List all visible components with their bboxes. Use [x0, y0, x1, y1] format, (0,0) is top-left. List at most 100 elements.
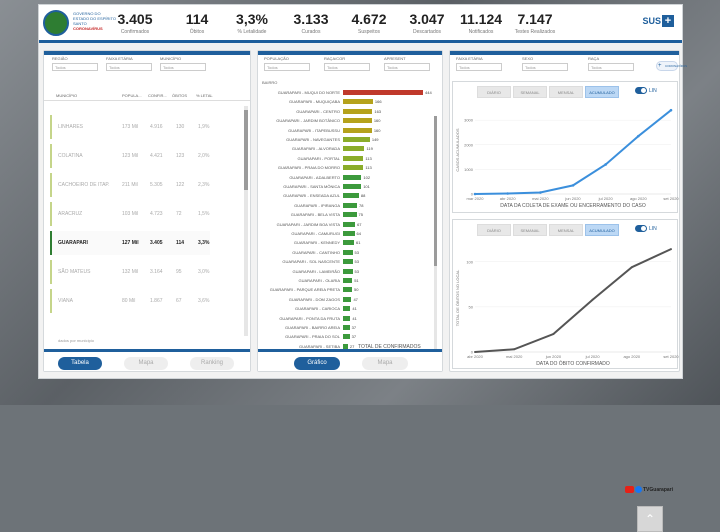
data-point[interactable]: [539, 191, 542, 194]
filter-dropdown[interactable]: Todos: [264, 63, 310, 71]
tab-diário[interactable]: DIÁRIO: [477, 86, 511, 98]
bar[interactable]: [343, 174, 362, 180]
table-row[interactable]: VIANA 80 Mil 1.867 67 3,6%: [50, 289, 210, 313]
bar[interactable]: [343, 296, 352, 302]
data-point[interactable]: [473, 192, 477, 196]
coronavirus-button[interactable]: + CORONAVÍRUS: [656, 61, 687, 71]
chart-scrollbar[interactable]: [434, 116, 437, 356]
bar[interactable]: [343, 202, 358, 208]
data-point[interactable]: [513, 348, 516, 351]
mapa-button[interactable]: Mapa: [362, 357, 408, 370]
bar-label: GUARAPARI - BELA VISTA: [290, 212, 340, 218]
bar[interactable]: [343, 165, 364, 171]
bar[interactable]: [343, 118, 372, 124]
bar[interactable]: [343, 212, 357, 218]
bar-label: GUARAPARI - BAIRRO AREIA: [284, 325, 340, 330]
table-header: MUNICÍPIO POPULA... CONFIR... ÓBITOS % LETAL: [44, 89, 250, 101]
deaths-chart: DIÁRIO SEMANAL MENSAL ACUMULADO LIN 0 50 100 a…: [452, 219, 679, 532]
table-row[interactable]: COLATINA 123 Mil 4.421 123 2,0%: [50, 144, 210, 168]
data-point[interactable]: [591, 298, 594, 301]
bar[interactable]: [343, 193, 359, 199]
bar[interactable]: [343, 146, 365, 152]
tv-badge: TVGuarapari: [624, 486, 673, 493]
x-tick-label: set 2020: [663, 354, 679, 359]
lin-toggle[interactable]: [635, 225, 647, 232]
lin-label: LIN: [649, 88, 657, 94]
data-point[interactable]: [604, 163, 607, 166]
bar[interactable]: [343, 287, 352, 293]
bar[interactable]: [343, 315, 351, 321]
bar[interactable]: [343, 249, 353, 255]
bar[interactable]: [343, 325, 350, 330]
filter-dropdown[interactable]: Todos: [106, 63, 152, 71]
tab-acumulado[interactable]: ACUMULADO: [585, 224, 619, 236]
data-point[interactable]: [669, 108, 673, 112]
filter-value: Todos: [591, 65, 602, 70]
ranking-button[interactable]: Ranking: [190, 357, 234, 370]
filter-dropdown[interactable]: Todos: [588, 63, 634, 71]
data-point[interactable]: [637, 134, 640, 138]
bar[interactable]: [343, 184, 362, 189]
bar[interactable]: [343, 343, 348, 349]
tab-mensal[interactable]: MENSAL: [549, 224, 583, 236]
table-cell: 130: [176, 124, 185, 130]
bar[interactable]: [343, 90, 423, 95]
table-row[interactable]: GUARAPARI 127 Mil 3.405 114 3,3%: [50, 231, 210, 255]
table-row[interactable]: ARACRUZ 103 Mil 4.723 72 1,5%: [50, 202, 210, 226]
bar[interactable]: [343, 306, 351, 312]
bar-label: GUARAPARI - ITAPEBUSSU: [288, 127, 340, 133]
lin-toggle[interactable]: [635, 87, 647, 94]
data-point[interactable]: [506, 192, 509, 195]
bar[interactable]: [343, 221, 356, 227]
bar[interactable]: [343, 127, 372, 133]
tab-diário[interactable]: DIÁRIO: [477, 224, 511, 236]
tab-mensal[interactable]: MENSAL: [549, 86, 583, 98]
table-cell: 127 Mil: [122, 240, 139, 246]
scroll-top-button[interactable]: ⌃: [637, 506, 663, 532]
bar[interactable]: [343, 99, 373, 105]
table-scrollbar[interactable]: [244, 106, 248, 336]
data-point[interactable]: [630, 266, 633, 269]
filter-dropdown[interactable]: Todos: [384, 63, 430, 71]
bar[interactable]: [343, 137, 370, 142]
bar-label: GUARAPARI - CAMURUGI: [291, 231, 340, 236]
filter-dropdown[interactable]: Todos: [324, 63, 370, 71]
bar-value-label: 51: [354, 278, 359, 283]
filter: APRESENT Todos: [384, 56, 430, 71]
bar-value-label: 47: [353, 296, 358, 302]
filter: MUNICÍPIO Todos: [160, 56, 206, 71]
table-row[interactable]: CACHOEIRO DE ITAP. 211 Mil 5.305 122 2,3%: [50, 173, 210, 197]
data-point[interactable]: [552, 332, 555, 335]
bar[interactable]: [343, 240, 354, 246]
table-row[interactable]: LINHARES 173 Mil 4.916 130 1,9%: [50, 115, 210, 139]
series-line: [474, 109, 672, 195]
tabela-button[interactable]: Tabela: [58, 357, 102, 370]
stat-label: Óbitos: [189, 29, 205, 35]
tab-acumulado[interactable]: ACUMULADO: [585, 86, 619, 98]
filter-dropdown[interactable]: Todos: [522, 63, 568, 71]
data-point[interactable]: [670, 248, 672, 251]
timeline-panel: FAIXA ETÁRIA Todos SEXO Todos RAÇA Todos + COR…: [449, 50, 687, 532]
grafico-button[interactable]: Gráfico: [294, 357, 340, 370]
filter-dropdown[interactable]: Todos: [456, 63, 502, 71]
data-point[interactable]: [474, 351, 476, 353]
bar[interactable]: [343, 268, 353, 274]
bar[interactable]: [343, 259, 353, 265]
mapa-button[interactable]: Mapa: [124, 357, 168, 370]
table-cell: 4.421: [150, 153, 163, 159]
stat-card: 11.124 Notificados: [453, 11, 509, 35]
bar-value-label: 41: [352, 306, 357, 312]
data-point[interactable]: [571, 184, 575, 187]
table-row[interactable]: SÃO MATEUS 132 Mil 3.164 95 3,0%: [50, 260, 210, 284]
tab-semanal[interactable]: SEMANAL: [513, 86, 547, 98]
bar[interactable]: [343, 334, 350, 340]
bar-value-label: 88: [360, 193, 366, 199]
bar[interactable]: [343, 108, 373, 114]
bar-label: GUARAPARI - PONTA DA FRUTA: [279, 315, 340, 321]
bar[interactable]: [343, 231, 355, 236]
bar[interactable]: [343, 155, 364, 161]
tab-semanal[interactable]: SEMANAL: [513, 224, 547, 236]
filter-dropdown[interactable]: Todos: [52, 63, 98, 71]
filter-dropdown[interactable]: Todos: [160, 63, 206, 71]
bar[interactable]: [343, 278, 353, 283]
